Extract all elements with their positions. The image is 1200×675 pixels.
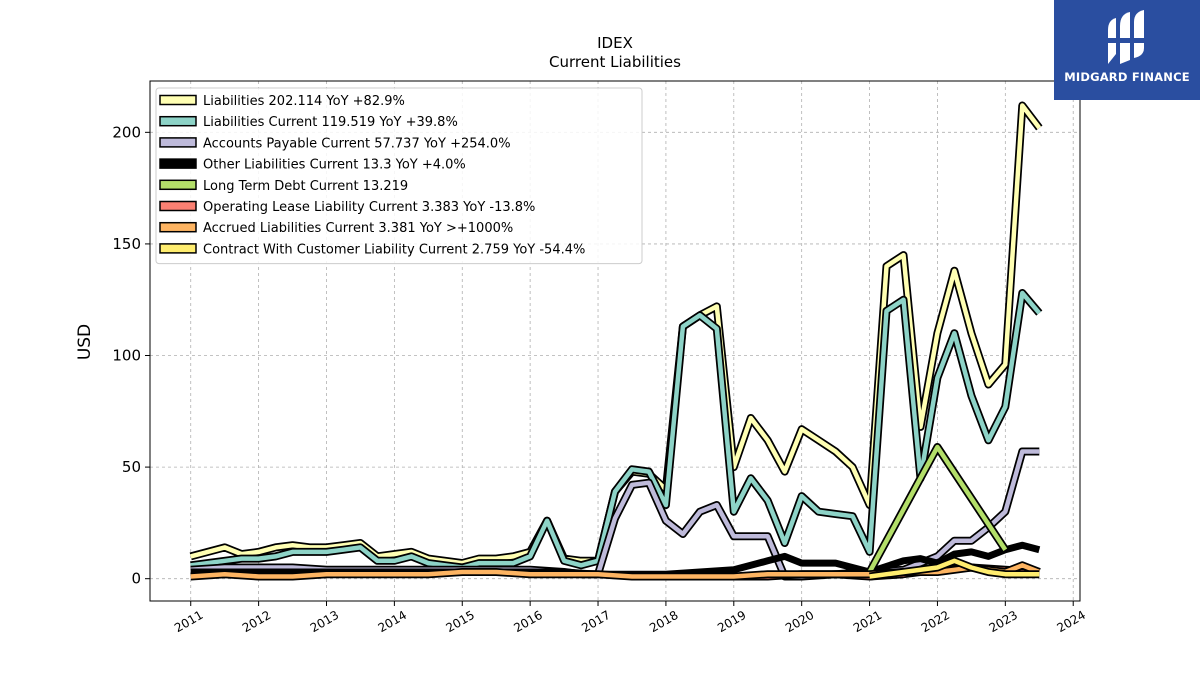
legend-entry: Operating Lease Liability Current 3.383 …	[203, 200, 535, 215]
legend-box	[155, 87, 643, 265]
x-tick-label: 2019	[715, 608, 748, 635]
legend-swatch	[159, 221, 197, 233]
midgard-logo-icon	[1106, 10, 1146, 64]
x-tick-label: 2014	[376, 608, 409, 635]
x-tick-label: 2013	[308, 608, 341, 635]
series-line-accrued-liabilities-current	[190, 563, 1041, 579]
y-tick-label: 100	[112, 347, 141, 365]
chart-title: IDEX	[597, 34, 633, 52]
x-tick-label: 2020	[783, 608, 816, 635]
legend-swatch	[159, 158, 197, 169]
y-tick-label: 200	[112, 123, 141, 141]
legend-swatch	[159, 179, 197, 191]
y-tick-label: 150	[112, 235, 141, 253]
x-tick-label: 2012	[240, 608, 273, 635]
x-tick-label: 2023	[987, 608, 1020, 635]
legend-entry: Liabilities 202.114 YoY +82.9%	[203, 94, 405, 109]
chart-subtitle: Current Liabilities	[549, 53, 681, 71]
x-tick-label: 2021	[851, 608, 884, 635]
x-tick-label: 2016	[511, 608, 544, 635]
x-tick-label: 2015	[444, 608, 477, 635]
legend-entry: Accounts Payable Current 57.737 YoY +254…	[203, 136, 511, 151]
x-tick-label: 2024	[1054, 608, 1087, 635]
legend-entry: Other Liabilities Current 13.3 YoY +4.0%	[203, 158, 466, 173]
legend-swatch	[159, 115, 197, 127]
legend-entry: Liabilities Current 119.519 YoY +39.8%	[203, 115, 458, 130]
legend-swatch	[159, 137, 197, 148]
legend-entry: Accrued Liabilities Current 3.381 YoY >+…	[203, 221, 513, 236]
x-tick-label: 2011	[172, 608, 205, 635]
x-tick-label: 2018	[647, 608, 680, 635]
legend-entry: Long Term Debt Current 13.219	[203, 179, 408, 194]
x-tick-label: 2022	[919, 608, 952, 635]
legend-entry: Contract With Customer Liability Current…	[203, 242, 585, 257]
brand-logo: MIDGARD FINANCE	[1054, 0, 1200, 100]
legend-swatch	[159, 94, 197, 106]
series-line-contract-with-customer-liability-current	[869, 558, 1040, 579]
x-tick-label: 2017	[579, 608, 612, 635]
legend: Liabilities 202.114 YoY +82.9% Liabilitie…	[155, 87, 643, 265]
y-tick-label: 50	[122, 458, 141, 476]
brand-name: MIDGARD FINANCE	[1064, 70, 1190, 84]
legend-swatch	[159, 200, 197, 212]
y-tick-label: 0	[131, 570, 141, 588]
y-axis-label: USD	[75, 324, 95, 360]
series-line-long-term-debt-current	[867, 444, 1008, 574]
plot-frame	[149, 80, 1081, 602]
legend-swatch	[159, 243, 197, 254]
series-layer	[189, 101, 1043, 581]
series-line-liabilities-current	[190, 290, 1042, 570]
